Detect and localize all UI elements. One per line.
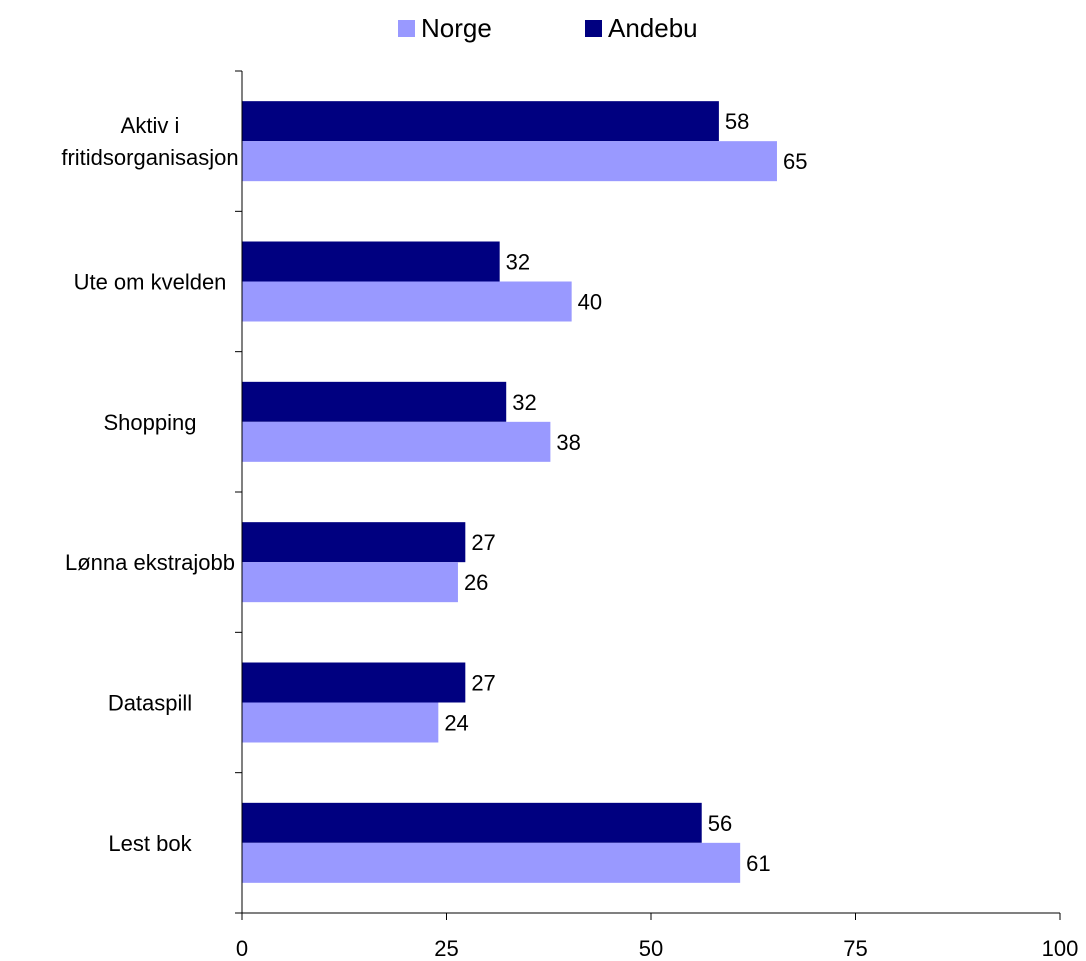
data-label-norge: 24 bbox=[444, 711, 468, 736]
category-label: Shopping bbox=[104, 410, 197, 435]
legend-swatch-andebu bbox=[585, 19, 602, 37]
bar-norge bbox=[242, 281, 572, 322]
category-label: Dataspill bbox=[108, 691, 192, 716]
bar-andebu bbox=[242, 522, 466, 563]
data-label-norge: 38 bbox=[556, 430, 580, 455]
bar-norge bbox=[242, 702, 439, 743]
bar-andebu bbox=[242, 241, 500, 282]
data-label-norge: 61 bbox=[746, 851, 770, 876]
x-tick-label: 0 bbox=[236, 936, 248, 961]
data-label-andebu: 32 bbox=[512, 390, 536, 415]
bar-norge bbox=[242, 842, 741, 883]
data-label-norge: 26 bbox=[464, 570, 488, 595]
bar-norge bbox=[242, 562, 458, 603]
bar-andebu bbox=[242, 662, 466, 703]
category-label: Lønna ekstrajobb bbox=[65, 550, 235, 575]
data-label-andebu: 56 bbox=[708, 811, 732, 836]
bar-andebu bbox=[242, 101, 719, 142]
legend-label-norge: Norge bbox=[421, 12, 492, 43]
data-label-andebu: 27 bbox=[471, 530, 495, 555]
x-tick-label: 50 bbox=[639, 936, 663, 961]
category-label: fritidsorganisasjon bbox=[61, 145, 238, 170]
legend-label-andebu: Andebu bbox=[608, 12, 698, 43]
category-label: Aktiv i bbox=[121, 113, 180, 138]
legend-swatch-norge bbox=[398, 19, 415, 37]
bar-andebu bbox=[242, 381, 507, 422]
x-tick-label: 100 bbox=[1042, 936, 1079, 961]
category-label: Ute om kvelden bbox=[74, 270, 227, 295]
legend-item-norge: Norge bbox=[398, 8, 492, 48]
x-tick-label: 75 bbox=[843, 936, 867, 961]
data-label-norge: 65 bbox=[783, 149, 807, 174]
data-label-andebu: 27 bbox=[471, 671, 495, 696]
legend: Norge Andebu bbox=[0, 8, 1086, 48]
data-label-norge: 40 bbox=[578, 290, 602, 315]
x-tick-label: 25 bbox=[434, 936, 458, 961]
category-label: Lest bok bbox=[108, 831, 192, 856]
bar-norge bbox=[242, 141, 777, 182]
bar-andebu bbox=[242, 802, 702, 843]
legend-item-andebu: Andebu bbox=[585, 8, 698, 48]
bar-norge bbox=[242, 421, 551, 462]
data-label-andebu: 58 bbox=[725, 109, 749, 134]
data-label-andebu: 32 bbox=[506, 250, 530, 275]
